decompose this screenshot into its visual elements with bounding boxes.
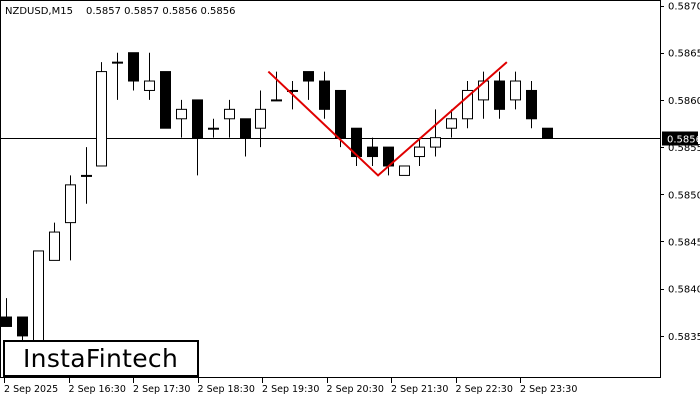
plot-frame	[0, 0, 661, 378]
candle-body	[335, 89, 346, 139]
current-price-label: 0.5856	[667, 135, 700, 146]
x-tick-label: 2 Sep 21:30	[391, 384, 448, 395]
candle	[255, 90, 266, 148]
candle-body	[144, 80, 155, 91]
candle-body	[1, 316, 12, 327]
candle	[526, 81, 537, 129]
candle	[128, 52, 139, 91]
candle	[351, 127, 362, 166]
candle-body	[430, 137, 441, 148]
candle	[240, 118, 251, 157]
candle	[399, 165, 410, 176]
candle-body	[478, 80, 489, 101]
candle	[494, 71, 505, 119]
y-tick-label: 0.5855	[668, 143, 700, 154]
candle-body	[160, 71, 171, 129]
candle	[414, 137, 425, 166]
candle	[208, 118, 219, 138]
candle	[367, 137, 378, 166]
candle-body	[510, 80, 521, 101]
candle-body	[96, 71, 107, 167]
candle-body	[526, 89, 537, 120]
candle	[224, 99, 235, 138]
candle-body	[65, 184, 76, 224]
candle-body	[128, 52, 139, 82]
candle-body	[224, 108, 235, 120]
x-tick-label: 2 Sep 19:30	[262, 384, 319, 395]
candle-body	[351, 127, 362, 158]
x-tick-label: 2 Sep 22:30	[456, 384, 513, 395]
candle-body	[494, 80, 505, 110]
candle	[430, 109, 441, 157]
candle-body	[49, 231, 60, 261]
x-tick-label: 2 Sep 2025	[4, 384, 58, 395]
candle	[446, 109, 457, 138]
candle-body	[208, 127, 219, 130]
y-tick-label: 0.5860	[668, 96, 700, 107]
y-tick-label: 0.5850	[668, 190, 700, 201]
candle	[192, 99, 203, 176]
candle	[478, 71, 489, 119]
candle	[303, 71, 314, 100]
x-tick-label: 2 Sep 18:30	[198, 384, 255, 395]
candle	[542, 127, 553, 139]
candle-body	[542, 127, 553, 139]
candle	[271, 71, 282, 102]
double-bottom-pattern-line	[267, 61, 508, 177]
candle-body	[240, 118, 251, 139]
x-tick-label: 2 Sep 17:30	[133, 384, 190, 395]
candle	[96, 62, 107, 167]
y-tick-label: 0.5835	[668, 332, 700, 343]
chart-header-ohlc: 0.5857 0.5857 0.5856 0.5856	[86, 6, 236, 17]
y-tick-label: 0.5840	[668, 285, 700, 296]
candle	[462, 81, 473, 129]
chart-header-symbol: NZDUSD,M15	[5, 6, 73, 17]
candle-body	[319, 80, 330, 110]
candle-body	[367, 146, 378, 158]
candle	[319, 71, 330, 119]
x-tick-label: 2 Sep 16:30	[69, 384, 126, 395]
current-price-box	[662, 131, 698, 146]
candle	[49, 222, 60, 261]
y-tick-label: 0.5845	[668, 238, 700, 249]
candle	[510, 71, 521, 110]
candle-body	[399, 165, 410, 176]
x-tick-label: 2 Sep 20:30	[327, 384, 384, 395]
candle-body	[192, 99, 203, 139]
candle-body	[303, 71, 314, 82]
candle-body	[17, 316, 28, 337]
candle	[81, 147, 92, 204]
candle	[112, 52, 123, 100]
y-tick-label: 0.5870	[668, 2, 700, 13]
candle-body	[271, 99, 282, 102]
candle	[1, 298, 12, 327]
candle	[65, 175, 76, 261]
candle	[383, 146, 394, 176]
candle-body	[446, 118, 457, 129]
candle-body	[462, 89, 473, 120]
candle-body	[414, 146, 425, 158]
candle	[144, 52, 155, 100]
instafintech-logo: InstaFintech	[3, 340, 199, 377]
logo-text: InstaFintech	[23, 344, 179, 373]
candle	[160, 71, 171, 129]
candle-body	[81, 174, 92, 177]
candle	[176, 99, 187, 138]
candle-body	[176, 108, 187, 120]
candle-body	[255, 108, 266, 129]
x-tick-label: 2 Sep 23:30	[520, 384, 577, 395]
y-tick-label: 0.5865	[668, 49, 700, 60]
candle	[335, 89, 346, 148]
candle-body	[112, 61, 123, 64]
